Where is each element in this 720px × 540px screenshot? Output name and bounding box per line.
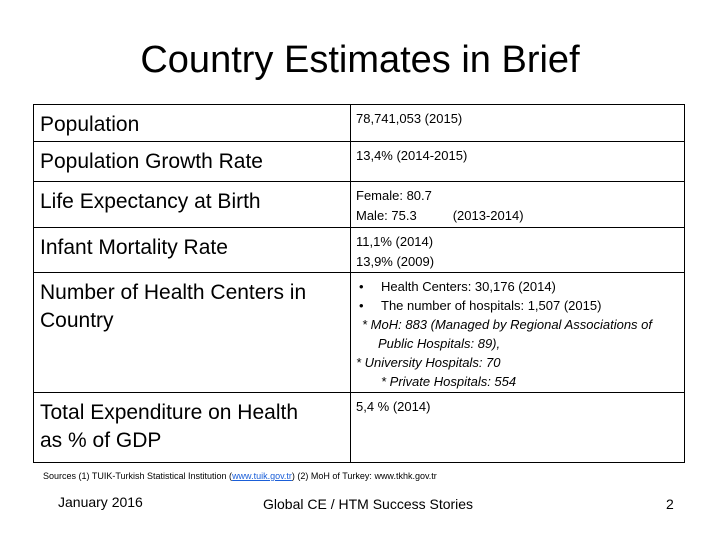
footer-date: January 2016	[58, 494, 143, 510]
row-value-population: 78,741,053 (2015)	[350, 104, 685, 142]
list-item: • Health Centers: 30,176 (2014)	[356, 277, 680, 296]
sources-note: Sources (1) TUIK-Turkish Statistical Ins…	[43, 470, 437, 482]
row-label-population: Population	[33, 104, 351, 142]
tuik-link[interactable]: www.tuik.gov.tr	[232, 471, 292, 481]
bullet-icon: •	[359, 298, 364, 313]
row-label-health-expenditure: Total Expenditure on Health as % of GDP	[33, 392, 351, 463]
hospitals-count: The number of hospitals: 1,507 (2015)	[381, 298, 602, 313]
list-item: • The number of hospitals: 1,507 (2015)	[356, 296, 680, 315]
footer-title: Global CE / HTM Success Stories	[263, 496, 474, 512]
slide-title: Country Estimates in Brief	[140, 39, 580, 81]
health-centers-label-line2: Country	[40, 309, 114, 332]
health-centers-count: Health Centers: 30,176 (2014)	[381, 279, 556, 294]
sources-suffix: ) (2) MoH of Turkey: www.tkhk.gov.tr	[291, 471, 437, 481]
table-row: Total Expenditure on Health as % of GDP …	[33, 392, 685, 463]
row-value-life-expectancy: Female: 80.7 Male: 75.3 (2013-2014)	[350, 181, 685, 228]
table-row: Life Expectancy at Birth Female: 80.7 Ma…	[33, 181, 685, 228]
male-value: Male: 75.3	[356, 208, 417, 223]
row-value-growth-rate: 13,4% (2014-2015)	[350, 141, 685, 182]
table-row: Population Growth Rate 13,4% (2014-2015)	[33, 141, 685, 182]
row-value-health-centers: • Health Centers: 30,176 (2014) • The numb…	[350, 272, 685, 393]
row-value-infant-mortality: 11,1% (2014) 13,9% (2009)	[350, 227, 685, 273]
table-row: Population 78,741,053 (2015)	[33, 104, 685, 142]
infant-mortality-2014: 11,1% (2014)	[356, 234, 434, 249]
bullet-icon: •	[359, 279, 364, 294]
row-label-life-expectancy: Life Expectancy at Birth	[33, 181, 351, 228]
page-number: 2	[666, 496, 674, 512]
sources-prefix: Sources (1) TUIK-Turkish Statistical Ins…	[43, 471, 233, 481]
private-hospitals-note: * Private Hospitals: 554	[381, 374, 517, 389]
health-expenditure-label-line2: as % of GDP	[40, 429, 162, 452]
table-row: Infant Mortality Rate 11,1% (2014) 13,9%…	[33, 227, 685, 273]
health-centers-label-line1: Number of Health Centers in	[40, 281, 307, 304]
estimates-table: Population 78,741,053 (2015) Population …	[33, 104, 685, 463]
infant-mortality-2009: 13,9% (2009)	[356, 254, 435, 269]
moh-note-cont: Public Hospitals: 89),	[378, 336, 501, 351]
row-label-infant-mortality: Infant Mortality Rate	[33, 227, 351, 273]
row-label-health-centers: Number of Health Centers in Country	[33, 272, 351, 393]
row-value-health-expenditure: 5,4 % (2014)	[350, 392, 685, 463]
moh-note: * MoH: 883 (Managed by Regional Associat…	[362, 317, 653, 332]
table-row: Number of Health Centers in Country • Hea…	[33, 272, 685, 393]
life-expectancy-period: (2013-2014)	[452, 208, 524, 223]
row-label-growth-rate: Population Growth Rate	[33, 141, 351, 182]
university-hospitals-note: * University Hospitals: 70	[356, 355, 501, 370]
female-value: Female: 80.7	[356, 188, 432, 203]
health-expenditure-label-line1: Total Expenditure on Health	[40, 401, 298, 424]
